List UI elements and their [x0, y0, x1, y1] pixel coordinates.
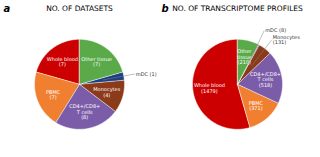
svg-text:Othertissue(210): Othertissue(210) — [237, 48, 252, 65]
svg-text:PBMC(7): PBMC(7) — [46, 89, 61, 101]
svg-text:PBMC(371): PBMC(371) — [249, 100, 264, 112]
svg-text:Other tissue(7): Other tissue(7) — [81, 56, 112, 68]
svg-text:CD4+/CD8+T cells(518): CD4+/CD8+T cells(518) — [250, 71, 281, 88]
svg-text:Monocytes(4): Monocytes(4) — [93, 86, 120, 98]
svg-text:Whole blood(1479): Whole blood(1479) — [194, 82, 225, 94]
svg-text:Monocytes(131): Monocytes(131) — [273, 34, 300, 46]
svg-text:CD4+/CD8+T cells(8): CD4+/CD8+T cells(8) — [69, 103, 100, 120]
svg-text:a: a — [4, 3, 11, 14]
svg-text:NO. OF TRANSCRIPTOME PROFILES: NO. OF TRANSCRIPTOME PROFILES — [172, 4, 303, 13]
svg-text:b: b — [162, 3, 169, 14]
svg-text:mDC (1): mDC (1) — [136, 71, 157, 77]
svg-text:NO. OF DATASETS: NO. OF DATASETS — [46, 4, 113, 13]
svg-text:mDC (8): mDC (8) — [265, 27, 286, 33]
svg-text:Whole blood(7): Whole blood(7) — [47, 56, 78, 68]
